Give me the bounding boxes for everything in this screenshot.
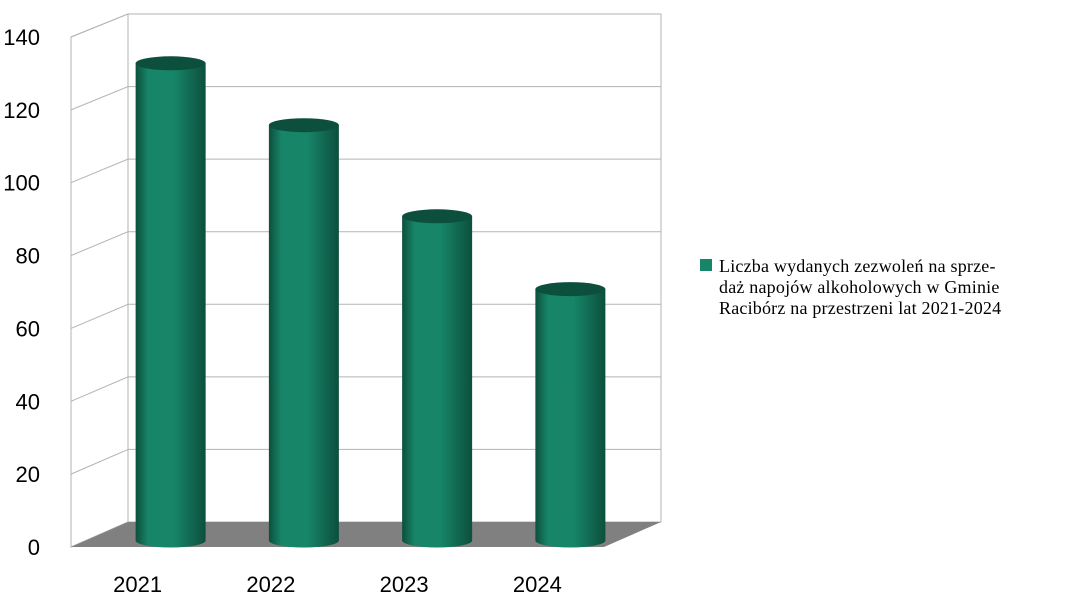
bar <box>268 118 339 548</box>
bar <box>535 282 606 548</box>
bar-top <box>268 118 339 133</box>
y-tick-label: 100 <box>3 171 40 196</box>
legend-swatch <box>700 259 712 271</box>
bar-top <box>535 282 606 297</box>
y-tick-label: 140 <box>3 25 40 50</box>
bar <box>135 56 206 548</box>
side-wall <box>70 13 129 548</box>
y-tick-label: 60 <box>16 316 40 341</box>
gridline <box>70 86 661 111</box>
gridline-side <box>70 158 129 184</box>
gridline-side <box>70 13 129 38</box>
x-tick-label: 2023 <box>380 572 429 593</box>
bar-top <box>135 56 206 71</box>
gridline-side <box>70 303 129 329</box>
bar-body <box>135 63 206 548</box>
gridline <box>70 231 661 257</box>
bar-top <box>402 209 473 224</box>
bar-body <box>535 289 606 548</box>
gridline <box>70 13 661 38</box>
y-tick-label: 120 <box>3 98 40 123</box>
x-tick-label: 2024 <box>513 572 562 593</box>
gridline <box>70 158 661 184</box>
y-tick-label: 0 <box>28 535 40 560</box>
bar-body <box>402 216 473 548</box>
gridline-side <box>70 231 129 257</box>
gridline-side <box>70 376 129 402</box>
legend-label: Liczba wydanych zezwoleń na sprze- daż n… <box>719 256 1002 318</box>
x-tick-label: 2021 <box>113 572 162 593</box>
gridline-side <box>70 448 129 475</box>
gridline-side <box>70 86 129 111</box>
y-tick-label: 40 <box>16 389 40 414</box>
bar-body <box>268 125 339 548</box>
bar <box>402 209 473 548</box>
x-tick-label: 2022 <box>246 572 295 593</box>
y-tick-label: 20 <box>16 462 40 487</box>
floor <box>71 522 661 547</box>
y-tick-label: 80 <box>16 244 40 269</box>
